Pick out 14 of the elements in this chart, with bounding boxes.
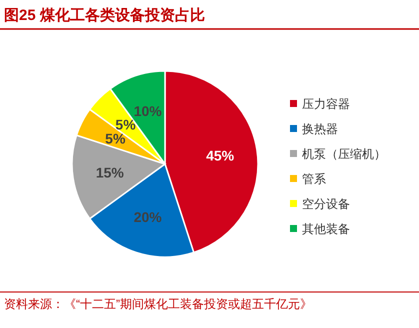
chart-title: 图25 煤化工各类设备投资占比 xyxy=(4,7,205,24)
data-label: 45% xyxy=(206,147,235,164)
legend-label: 压力容器 xyxy=(302,97,350,111)
data-label: 5% xyxy=(115,116,136,133)
data-label: 20% xyxy=(134,209,162,226)
data-label: 10% xyxy=(134,102,162,119)
legend-label: 换热器 xyxy=(302,122,338,136)
data-label: 15% xyxy=(96,164,124,181)
data-label: 5% xyxy=(105,130,126,147)
legend-label: 机泵（压缩机） xyxy=(302,147,386,161)
legend-label: 其他装备 xyxy=(302,222,350,236)
legend-label: 管系 xyxy=(302,172,326,186)
legend-label: 空分设备 xyxy=(302,197,350,211)
text: 资料来源：《“十二五”期间煤化工装备投资或超五千亿元》 xyxy=(4,297,312,311)
